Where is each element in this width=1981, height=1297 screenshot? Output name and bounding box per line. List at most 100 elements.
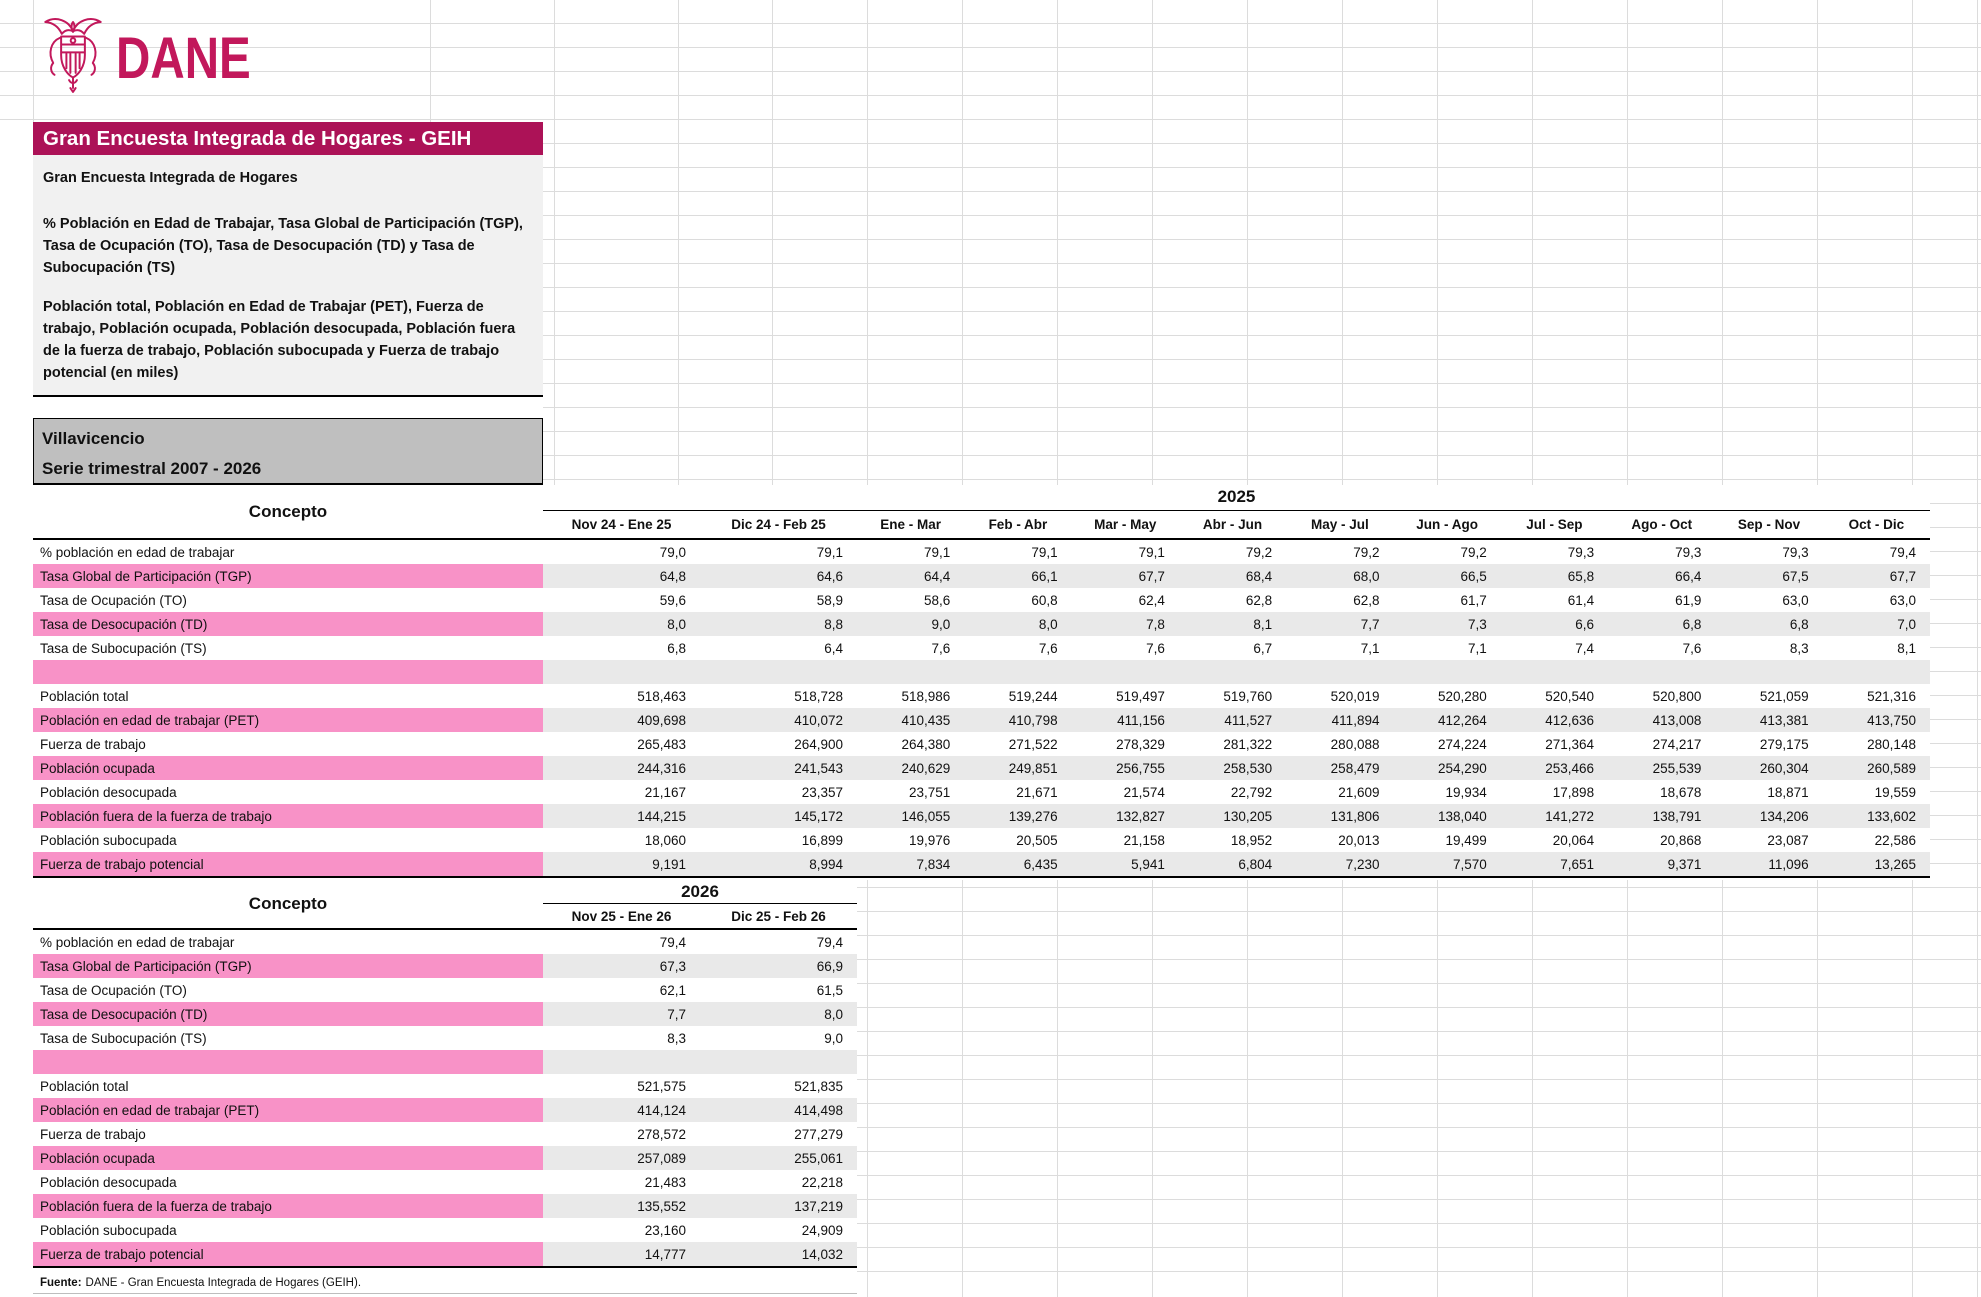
dane-wordmark: DANE [116,26,251,91]
cell-value: 414,498 [700,1098,857,1122]
cell-value: 79,1 [816,544,843,560]
table-row: Población fuera de la fuerza de trabajo 1… [33,1194,857,1218]
cell-value: 145,172 [700,804,857,828]
cell-value: 280,088 [1330,736,1380,752]
cell-value: 58,9 [816,592,843,608]
cell-value: 8,0 [964,612,1072,636]
cell-value: 271,364 [1545,736,1595,752]
cell-value: 410,072 [700,708,857,732]
cell-value: 409,698 [543,708,700,732]
year-header: 2026 [543,880,857,904]
table-row: Población total 518,463 518,728 518,986 519,… [33,684,1930,708]
cell-value: 22,218 [801,1174,843,1190]
cell-value: 62,4 [1138,592,1165,608]
row-label: Fuerza de trabajo [40,1126,146,1142]
cell-value: 23,751 [909,784,951,800]
row-label: Población total [40,1078,129,1094]
cell-value: 134,206 [1715,804,1823,828]
cell-value: 260,589 [1822,756,1930,780]
cell-value: 521,835 [794,1078,843,1094]
cell-value: 519,760 [1223,688,1273,704]
cell-value: 7,651 [1500,852,1609,876]
column-header: Nov 25 - Ene 26 [571,908,672,924]
cell-value: 19,934 [1445,784,1487,800]
cell-value: 79,4 [1889,544,1916,560]
row-label: Población total [40,688,129,704]
cell-value: 7,1 [1468,640,1487,656]
row-label: Población desocupada [40,784,177,800]
table-row: Fuerza de trabajo potencial 9,191 8,994 7,8… [33,852,1930,876]
cell-value: 253,466 [1500,756,1609,780]
cell-value [1715,660,1823,684]
cell-value: 8,1 [1897,640,1916,656]
cell-value [1822,660,1930,684]
row-label: Fuerza de trabajo potencial [33,1242,543,1266]
cell-value: 61,5 [816,982,843,998]
column-header: Ago - Oct [1631,517,1693,532]
cell-value: 274,217 [1652,736,1702,752]
table-row: Población desocupada 21,483 22,218 [33,1170,857,1194]
cell-value: 7,0 [1822,612,1930,636]
row-label: Población desocupada [40,1174,177,1190]
table-row: Población en edad de trabajar (PET) 409,6… [33,708,1930,732]
cell-value: 79,2 [1460,544,1487,560]
cell-value: 130,205 [1178,804,1287,828]
column-header: Feb - Abr [988,517,1048,532]
cell-value: 7,570 [1393,852,1501,876]
cell-value: 79,3 [1567,544,1595,560]
table-row: Tasa de Subocupación (TS) 8,3 9,0 [33,1026,857,1050]
cell-value: 254,290 [1393,756,1501,780]
cell-value: 79,4 [816,934,843,950]
cell-value: 62,1 [659,982,686,998]
cell-value: 255,539 [1608,756,1716,780]
cell-value: 131,806 [1286,804,1394,828]
table-row: Tasa de Desocupación (TD) 7,7 8,0 [33,1002,857,1026]
grid-background [543,122,1981,485]
row-label: Población subocupada [40,1222,177,1238]
cell-value: 6,4 [824,640,843,656]
table-row: Tasa Global de Participación (TGP) 67,3 66… [33,954,857,978]
cell-value: 21,609 [1338,784,1380,800]
cell-value: 271,522 [1008,736,1058,752]
cell-value: 413,750 [1822,708,1930,732]
cell-value: 23,087 [1767,832,1809,848]
cell-value: 7,6 [1038,640,1058,656]
cell-value: 277,279 [794,1126,843,1142]
cell-value: 9,371 [1608,852,1716,876]
column-header: May - Jul [1310,517,1369,532]
cell-value: 520,800 [1652,688,1702,704]
cell-value: 6,8 [1608,612,1716,636]
row-label: Población ocupada [33,756,543,780]
column-header: Sep - Nov [1737,517,1801,532]
cell-value: 519,497 [1116,688,1165,704]
cell-value: 66,9 [700,954,857,978]
table-row: Población fuera de la fuerza de trabajo 1… [33,804,1930,828]
cell-value: 257,089 [543,1146,700,1170]
cell-value: 8,0 [543,612,700,636]
cell-value: 61,9 [1675,592,1702,608]
cell-value [700,660,857,684]
cell-value: 14,777 [543,1242,700,1266]
row-label: Tasa de Desocupación (TD) [33,612,543,636]
cell-value: 64,8 [543,564,700,588]
cell-value: 521,575 [637,1078,686,1094]
cell-value: 63,0 [1889,592,1916,608]
cell-value: 412,636 [1500,708,1609,732]
cell-value: 59,6 [659,592,686,608]
row-label: Tasa de Ocupación (TO) [40,982,187,998]
cell-value: 410,435 [857,708,965,732]
cell-value: 132,827 [1071,804,1179,828]
cell-value: 5,941 [1071,852,1179,876]
table-row: % población en edad de trabajar 79,4 79,4 [33,930,857,954]
cell-value: 20,013 [1338,832,1380,848]
table-row: Fuerza de trabajo 278,572 277,279 [33,1122,857,1146]
cell-value: 412,264 [1393,708,1501,732]
row-label: Tasa de Ocupación (TO) [40,592,187,608]
cell-value: 414,124 [543,1098,700,1122]
concept-header: Concepto [248,501,328,521]
grid-background [1930,485,1981,880]
column-header: Dic 25 - Feb 26 [731,908,826,924]
cell-value: 518,463 [637,688,686,704]
cell-value: 68,0 [1286,564,1394,588]
row-label: Fuerza de trabajo potencial [33,852,543,876]
